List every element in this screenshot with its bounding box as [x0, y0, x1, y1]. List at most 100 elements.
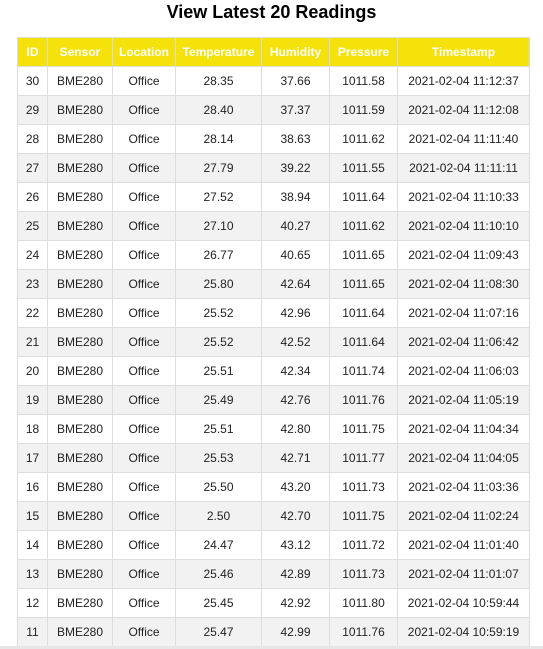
cell-humidity: 40.27 [261, 211, 330, 241]
cell-id: 11 [17, 617, 48, 647]
cell-sensor: BME280 [47, 559, 113, 589]
cell-timestamp: 2021-02-04 10:59:44 [397, 588, 530, 618]
cell-sensor: BME280 [47, 269, 113, 299]
cell-temperature: 25.47 [175, 617, 262, 647]
cell-pressure: 1011.77 [329, 443, 398, 473]
cell-sensor: BME280 [47, 617, 113, 647]
page-title: View Latest 20 Readings [166, 2, 377, 22]
cell-temperature: 25.51 [175, 356, 262, 386]
cell-location: Office [112, 588, 176, 618]
cell-pressure: 1011.64 [329, 298, 398, 328]
table-body: 30 BME280 Office 28.35 37.66 1011.58 2021-02-0… [17, 66, 530, 647]
cell-temperature: 24.47 [175, 530, 262, 560]
table-row: 25 BME280 Office 27.10 40.27 1011.62 2021-02-0… [17, 211, 530, 241]
cell-timestamp: 2021-02-04 11:06:42 [397, 327, 530, 357]
cell-timestamp: 2021-02-04 11:02:24 [397, 501, 530, 531]
cell-id: 12 [17, 588, 48, 618]
cell-location: Office [112, 501, 176, 531]
cell-sensor: BME280 [47, 588, 113, 618]
cell-timestamp: 2021-02-04 11:07:16 [397, 298, 530, 328]
cell-timestamp: 2021-02-04 11:09:43 [397, 240, 530, 270]
cell-location: Office [112, 385, 176, 415]
cell-location: Office [112, 240, 176, 270]
cell-timestamp: 2021-02-04 11:10:33 [397, 182, 530, 212]
table-row: 14 BME280 Office 24.47 43.12 1011.72 2021-02-0… [17, 530, 530, 560]
cell-temperature: 25.49 [175, 385, 262, 415]
table-row: 22 BME280 Office 25.52 42.96 1011.64 2021-02-0… [17, 298, 530, 328]
cell-humidity: 42.99 [261, 617, 330, 647]
table-row: 16 BME280 Office 25.50 43.20 1011.73 2021-02-0… [17, 472, 530, 502]
cell-temperature: 27.79 [175, 153, 262, 183]
cell-location: Office [112, 211, 176, 241]
cell-id: 23 [17, 269, 48, 299]
cell-temperature: 25.45 [175, 588, 262, 618]
cell-humidity: 42.34 [261, 356, 330, 386]
table-row: 11 BME280 Office 25.47 42.99 1011.76 2021-02-0… [17, 617, 530, 647]
cell-humidity: 42.70 [261, 501, 330, 531]
table-row: 20 BME280 Office 25.51 42.34 1011.74 2021-02-0… [17, 356, 530, 386]
cell-id: 18 [17, 414, 48, 444]
cell-humidity: 42.64 [261, 269, 330, 299]
cell-pressure: 1011.75 [329, 414, 398, 444]
cell-location: Office [112, 559, 176, 589]
cell-location: Office [112, 153, 176, 183]
cell-pressure: 1011.65 [329, 240, 398, 270]
column-header-sensor: Sensor [47, 37, 113, 67]
cell-id: 27 [17, 153, 48, 183]
cell-timestamp: 2021-02-04 11:05:19 [397, 385, 530, 415]
cell-location: Office [112, 269, 176, 299]
cell-humidity: 42.71 [261, 443, 330, 473]
horizontal-scrollbar[interactable] [0, 646, 543, 649]
cell-location: Office [112, 414, 176, 444]
cell-temperature: 28.35 [175, 66, 262, 96]
cell-temperature: 27.10 [175, 211, 262, 241]
cell-humidity: 42.52 [261, 327, 330, 357]
table-row: 17 BME280 Office 25.53 42.71 1011.77 2021-02-0… [17, 443, 530, 473]
cell-sensor: BME280 [47, 414, 113, 444]
cell-pressure: 1011.55 [329, 153, 398, 183]
cell-temperature: 2.50 [175, 501, 262, 531]
table-row: 27 BME280 Office 27.79 39.22 1011.55 2021-02-0… [17, 153, 530, 183]
cell-pressure: 1011.64 [329, 182, 398, 212]
cell-location: Office [112, 66, 176, 96]
table-row: 21 BME280 Office 25.52 42.52 1011.64 2021-02-0… [17, 327, 530, 357]
cell-location: Office [112, 356, 176, 386]
cell-location: Office [112, 298, 176, 328]
cell-humidity: 40.65 [261, 240, 330, 270]
cell-temperature: 25.50 [175, 472, 262, 502]
cell-location: Office [112, 472, 176, 502]
cell-temperature: 25.53 [175, 443, 262, 473]
cell-sensor: BME280 [47, 385, 113, 415]
cell-sensor: BME280 [47, 356, 113, 386]
cell-timestamp: 2021-02-04 11:10:10 [397, 211, 530, 241]
cell-pressure: 1011.76 [329, 385, 398, 415]
cell-temperature: 28.40 [175, 95, 262, 125]
cell-timestamp: 2021-02-04 11:04:34 [397, 414, 530, 444]
cell-id: 30 [17, 66, 48, 96]
cell-humidity: 42.96 [261, 298, 330, 328]
cell-sensor: BME280 [47, 240, 113, 270]
table-row: 19 BME280 Office 25.49 42.76 1011.76 2021-02-0… [17, 385, 530, 415]
cell-timestamp: 2021-02-04 11:11:40 [397, 124, 530, 154]
column-header-temperature: Temperature [175, 37, 262, 67]
cell-location: Office [112, 327, 176, 357]
cell-humidity: 38.63 [261, 124, 330, 154]
cell-id: 25 [17, 211, 48, 241]
column-header-timestamp: Timestamp [397, 37, 530, 67]
cell-timestamp: 2021-02-04 11:11:11 [397, 153, 530, 183]
cell-humidity: 37.66 [261, 66, 330, 96]
cell-id: 19 [17, 385, 48, 415]
cell-sensor: BME280 [47, 211, 113, 241]
cell-timestamp: 2021-02-04 11:12:08 [397, 95, 530, 125]
cell-sensor: BME280 [47, 182, 113, 212]
cell-temperature: 26.77 [175, 240, 262, 270]
cell-pressure: 1011.62 [329, 124, 398, 154]
cell-sensor: BME280 [47, 501, 113, 531]
cell-pressure: 1011.73 [329, 559, 398, 589]
cell-pressure: 1011.73 [329, 472, 398, 502]
cell-location: Office [112, 182, 176, 212]
cell-pressure: 1011.74 [329, 356, 398, 386]
table-row: 28 BME280 Office 28.14 38.63 1011.62 2021-02-0… [17, 124, 530, 154]
cell-location: Office [112, 443, 176, 473]
